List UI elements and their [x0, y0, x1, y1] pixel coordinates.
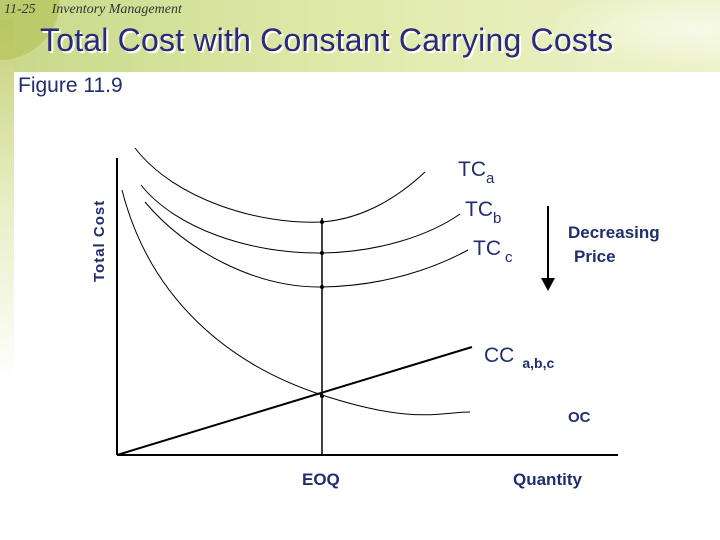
x-axis-label: Quantity [513, 470, 582, 489]
eoq-intersection-point [320, 394, 324, 398]
arrow-head [541, 278, 555, 291]
tcb-label: TCb [465, 198, 501, 227]
tca-curve [134, 147, 426, 223]
tca-min-point [320, 220, 324, 224]
figure-label: Figure 11.9 [18, 74, 123, 97]
tcc-label: TC c [473, 237, 513, 266]
eoq-label: EOQ [302, 470, 340, 489]
header-decoration [530, 0, 720, 72]
tcc-curve [144, 201, 469, 288]
tcb-min-point [320, 251, 324, 255]
oc-label: OC [568, 409, 591, 426]
tca-label: TCa [458, 158, 495, 187]
slide-title: Total Cost with Constant Carrying Costs [40, 22, 614, 58]
left-decoration-strip [0, 20, 14, 540]
decreasing-label: Decreasing [568, 223, 660, 242]
price-label: Price [574, 247, 616, 266]
y-axis-label: Total Cost [91, 200, 108, 282]
slide-number: 11-25 [4, 2, 36, 17]
oc-curve [121, 189, 471, 416]
cc-label: CC a,b,c [484, 344, 554, 371]
section-name: Inventory Management [51, 2, 182, 17]
slide-header: 11-25 Inventory Management [4, 2, 182, 18]
cc-line [116, 346, 473, 456]
tcc-min-point [320, 285, 324, 289]
